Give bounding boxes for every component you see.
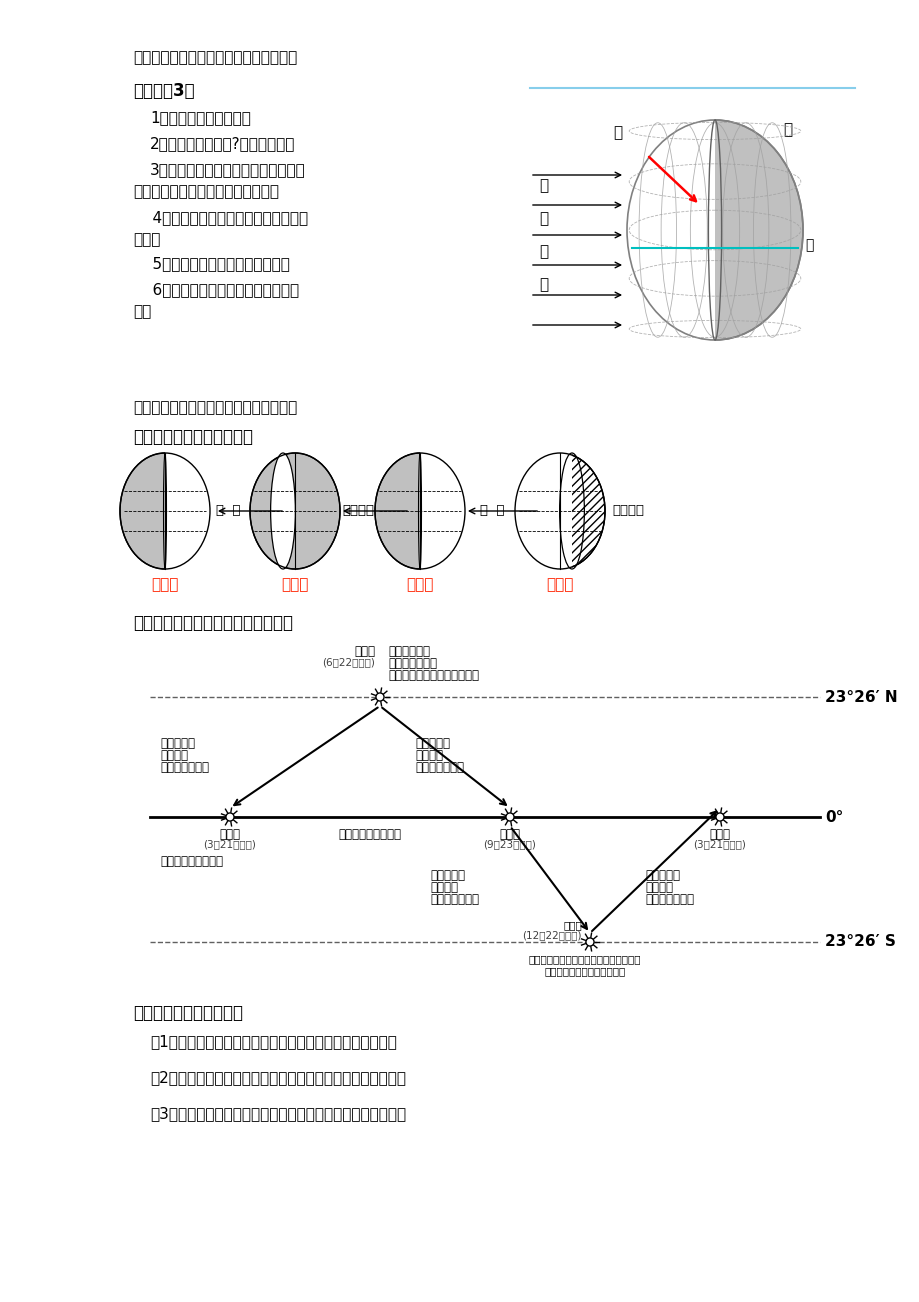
Text: 教师引导学生完成探究问题，并做总结。: 教师引导学生完成探究问题，并做总结。 xyxy=(133,49,297,65)
Text: 冬至日: 冬至日 xyxy=(546,577,573,592)
Ellipse shape xyxy=(375,453,464,569)
Text: 教师引导学生一起总结：: 教师引导学生一起总结： xyxy=(133,1004,243,1022)
Text: 赤  道: 赤 道 xyxy=(479,504,504,517)
Circle shape xyxy=(585,937,594,947)
Text: 直射赤道，昼夜平分: 直射赤道，昼夜平分 xyxy=(160,855,222,868)
Text: 最短？: 最短？ xyxy=(133,232,160,247)
Text: 春分日: 春分日 xyxy=(151,577,178,592)
Text: （1）太阳直射点所在半球，昼长于夜，且纬度越高昼越长。: （1）太阳直射点所在半球，昼长于夜，且纬度越高昼越长。 xyxy=(150,1034,396,1049)
Text: 昼长夜短: 昼长夜短 xyxy=(160,749,187,762)
Text: 北极圈及其以北出现极昼现象: 北极圈及其以北出现极昼现象 xyxy=(544,966,625,976)
Text: 光: 光 xyxy=(539,243,548,259)
Text: 直射点北移: 直射点北移 xyxy=(160,737,195,750)
FancyBboxPatch shape xyxy=(420,450,467,572)
Text: 秋分日: 秋分日 xyxy=(406,577,433,592)
Text: A: A xyxy=(698,203,714,221)
Ellipse shape xyxy=(119,453,210,569)
Circle shape xyxy=(376,693,383,700)
Text: 冬至日: 冬至日 xyxy=(562,921,582,930)
FancyBboxPatch shape xyxy=(165,450,211,572)
Text: 2、此时是什么节气?日期是多少？: 2、此时是什么节气?日期是多少？ xyxy=(150,135,295,151)
Text: 1、太阳直射哪个纬度？: 1、太阳直射哪个纬度？ xyxy=(150,109,251,125)
Text: 23°26′ S: 23°26′ S xyxy=(824,935,895,949)
Text: 春分日: 春分日 xyxy=(709,828,730,841)
Circle shape xyxy=(226,812,233,822)
Ellipse shape xyxy=(270,453,295,569)
Text: 北回归线: 北回归线 xyxy=(342,504,374,517)
Text: 直射点北移: 直射点北移 xyxy=(644,868,679,881)
Text: 直射赤道，昼夜平分: 直射赤道，昼夜平分 xyxy=(338,828,401,841)
Text: 昼渐短，夜渐长: 昼渐短，夜渐长 xyxy=(429,893,479,906)
Text: 夏至日: 夏至日 xyxy=(354,644,375,658)
Text: (3月21日前后): (3月21日前后) xyxy=(203,838,256,849)
Text: 23°26′ N: 23°26′ N xyxy=(824,690,897,704)
Text: (6月22日前后): (6月22日前后) xyxy=(322,658,375,667)
Text: （3）冬半年（太阳直射点不在所在半球的时段）时昼短夜长。: （3）冬半年（太阳直射点不在所在半球的时段）时昼短夜长。 xyxy=(150,1105,405,1121)
Text: 问题探究3：: 问题探究3： xyxy=(133,82,195,100)
Text: 3、北半球的昼夜长短情况，南半球的: 3、北半球的昼夜长短情况，南半球的 xyxy=(150,161,305,177)
Text: 太: 太 xyxy=(539,178,548,193)
Text: 直射北回归线: 直射北回归线 xyxy=(388,644,429,658)
Text: 昼短夜长: 昼短夜长 xyxy=(644,881,673,894)
Text: 0°: 0° xyxy=(824,810,843,824)
Text: 北: 北 xyxy=(782,122,791,137)
Circle shape xyxy=(715,812,723,822)
Text: 5、昼长的纬度分布有什么规律？: 5、昼长的纬度分布有什么规律？ xyxy=(133,256,289,271)
Text: 阳: 阳 xyxy=(539,211,548,227)
Text: (12月22日前后): (12月22日前后) xyxy=(522,930,582,940)
Text: (9月23日前后): (9月23日前后) xyxy=(483,838,536,849)
Text: 南回归线: 南回归线 xyxy=(611,504,643,517)
Text: 学生看书小结，学生观察教师解释：: 学生看书小结，学生观察教师解释： xyxy=(133,615,292,631)
Text: 6、太阳直射点与昼夜长短状况的关: 6、太阳直射点与昼夜长短状况的关 xyxy=(133,283,299,297)
Text: 秋分日: 秋分日 xyxy=(499,828,520,841)
Ellipse shape xyxy=(627,120,802,340)
Ellipse shape xyxy=(515,453,605,569)
Circle shape xyxy=(505,812,514,822)
Text: 直射南回归线，昼最短，夜最长，冬至日: 直射南回归线，昼最短，夜最长，冬至日 xyxy=(528,954,641,963)
Text: 昼渐短，夜渐长: 昼渐短，夜渐长 xyxy=(414,760,463,773)
Text: 南: 南 xyxy=(695,326,704,340)
Text: 昼最长，夜最短: 昼最长，夜最短 xyxy=(388,658,437,671)
Text: 直射点南移: 直射点南移 xyxy=(414,737,449,750)
Text: 春分日: 春分日 xyxy=(220,828,240,841)
Text: 直射点南移: 直射点南移 xyxy=(429,868,464,881)
Text: 昼短夜长: 昼短夜长 xyxy=(429,881,458,894)
Text: 学生看图，教师引导分析。: 学生看图，教师引导分析。 xyxy=(133,428,253,447)
Text: 系？: 系？ xyxy=(133,303,151,319)
FancyBboxPatch shape xyxy=(624,118,714,342)
Text: 昼夜长短情况，赤道昼夜长短情况？: 昼夜长短情况，赤道昼夜长短情况？ xyxy=(133,184,278,199)
Text: 昼渐长，夜渐短: 昼渐长，夜渐短 xyxy=(644,893,693,906)
Text: (3月21日前后): (3月21日前后) xyxy=(693,838,745,849)
Text: 西: 西 xyxy=(612,125,621,141)
Ellipse shape xyxy=(250,453,340,569)
Text: 线: 线 xyxy=(539,277,548,292)
Text: 教师引导学生完成探究问题，并做总结。: 教师引导学生完成探究问题，并做总结。 xyxy=(133,400,297,415)
Text: 昼长夜短: 昼长夜短 xyxy=(414,749,443,762)
Text: 系: 系 xyxy=(804,238,812,253)
Text: 赤  道: 赤 道 xyxy=(216,504,240,517)
Text: 4、哪个纬度昼长最长？哪个纬度昼长: 4、哪个纬度昼长最长？哪个纬度昼长 xyxy=(133,210,308,225)
FancyBboxPatch shape xyxy=(513,450,572,572)
Text: 昼渐长，夜渐短: 昼渐长，夜渐短 xyxy=(160,760,209,773)
Text: （2）夏半年（太阳直射点位于所在半球的时段）时昼长于夜；: （2）夏半年（太阳直射点位于所在半球的时段）时昼长于夜； xyxy=(150,1070,405,1085)
Text: 北极圈及其以北出现极昼现象: 北极圈及其以北出现极昼现象 xyxy=(388,669,479,682)
Text: 夏至日: 夏至日 xyxy=(281,577,309,592)
